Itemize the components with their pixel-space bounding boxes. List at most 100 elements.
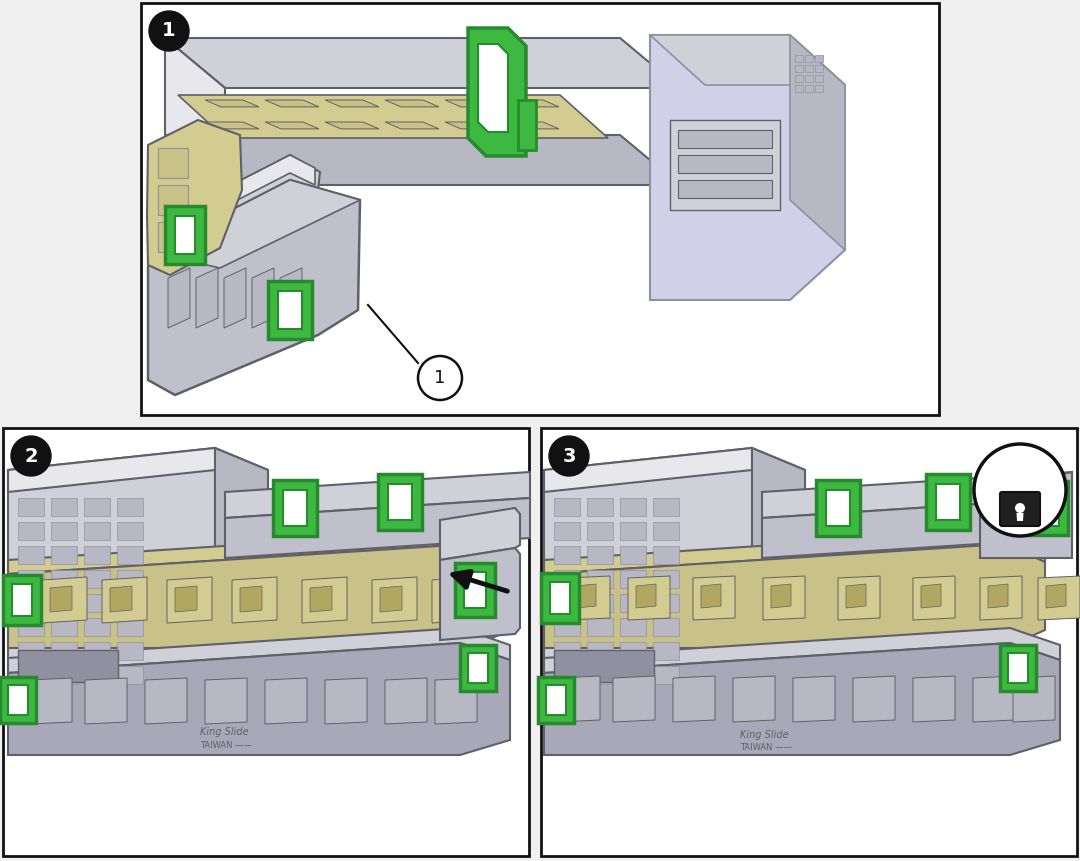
Bar	[620, 618, 646, 636]
Polygon shape	[224, 268, 246, 328]
Circle shape	[11, 436, 51, 476]
Polygon shape	[636, 584, 656, 608]
Polygon shape	[926, 474, 970, 530]
Polygon shape	[1037, 490, 1059, 526]
Polygon shape	[980, 472, 1072, 558]
FancyBboxPatch shape	[1000, 492, 1040, 526]
Bar	[51, 546, 77, 564]
Polygon shape	[464, 572, 486, 608]
Polygon shape	[693, 576, 735, 620]
Polygon shape	[178, 95, 608, 138]
Text: King Slide: King Slide	[740, 730, 788, 740]
Polygon shape	[816, 480, 860, 536]
Bar	[620, 546, 646, 564]
Polygon shape	[460, 645, 496, 691]
Bar	[805, 55, 813, 62]
Polygon shape	[268, 281, 312, 339]
Bar	[653, 546, 679, 564]
Circle shape	[418, 356, 462, 400]
Bar	[51, 642, 77, 660]
Bar	[18, 546, 44, 564]
Polygon shape	[147, 120, 242, 275]
Polygon shape	[0, 677, 36, 723]
Bar	[588, 666, 613, 684]
Bar	[795, 85, 804, 92]
Polygon shape	[273, 480, 318, 536]
Polygon shape	[8, 530, 510, 574]
Bar	[117, 546, 143, 564]
Polygon shape	[145, 678, 187, 724]
Polygon shape	[384, 122, 438, 129]
Bar	[84, 498, 110, 516]
Polygon shape	[165, 206, 205, 264]
Bar	[117, 618, 143, 636]
Polygon shape	[265, 678, 307, 724]
Polygon shape	[576, 584, 596, 608]
Bar	[588, 618, 613, 636]
Bar	[678, 155, 772, 173]
Polygon shape	[1016, 513, 1024, 521]
Bar	[554, 570, 580, 588]
Bar	[117, 666, 143, 684]
Polygon shape	[325, 678, 367, 724]
Bar	[18, 498, 44, 516]
Polygon shape	[310, 586, 332, 612]
Text: 2: 2	[24, 447, 38, 466]
Polygon shape	[973, 676, 1015, 722]
Polygon shape	[988, 584, 1008, 608]
Polygon shape	[771, 584, 791, 608]
Polygon shape	[148, 155, 315, 246]
Polygon shape	[225, 472, 530, 518]
Bar	[678, 130, 772, 148]
Bar	[541, 428, 1077, 856]
Circle shape	[1015, 503, 1025, 513]
Bar	[117, 570, 143, 588]
Bar	[588, 642, 613, 660]
Bar	[18, 642, 44, 660]
Bar	[653, 570, 679, 588]
Bar	[554, 642, 580, 660]
Polygon shape	[325, 100, 379, 107]
Polygon shape	[913, 676, 955, 722]
Bar	[554, 498, 580, 516]
Bar	[653, 642, 679, 660]
Polygon shape	[205, 100, 259, 107]
Polygon shape	[278, 291, 302, 329]
Polygon shape	[158, 222, 188, 252]
Polygon shape	[440, 586, 462, 612]
Polygon shape	[752, 448, 805, 688]
Polygon shape	[468, 28, 526, 156]
Bar	[588, 522, 613, 540]
Polygon shape	[544, 448, 772, 695]
Polygon shape	[225, 498, 530, 558]
Bar	[84, 666, 110, 684]
Polygon shape	[232, 577, 276, 623]
Polygon shape	[838, 576, 880, 620]
Polygon shape	[1028, 481, 1068, 535]
Bar	[84, 522, 110, 540]
Text: 1: 1	[434, 369, 446, 387]
Text: TAIWAN ——: TAIWAN ——	[740, 743, 792, 752]
Polygon shape	[445, 122, 499, 129]
Polygon shape	[789, 35, 845, 250]
Bar	[620, 594, 646, 612]
Text: 1: 1	[162, 22, 176, 40]
Polygon shape	[544, 448, 805, 492]
Polygon shape	[550, 582, 570, 614]
Polygon shape	[150, 180, 360, 268]
Polygon shape	[148, 155, 320, 280]
Text: 3: 3	[563, 447, 576, 466]
Bar	[805, 85, 813, 92]
Bar	[3, 428, 529, 856]
Polygon shape	[8, 685, 28, 715]
Polygon shape	[826, 490, 850, 526]
Polygon shape	[558, 676, 600, 722]
Polygon shape	[8, 628, 510, 673]
Polygon shape	[853, 676, 895, 722]
Polygon shape	[8, 448, 235, 695]
Polygon shape	[175, 586, 197, 612]
Polygon shape	[544, 643, 1059, 755]
Circle shape	[149, 11, 189, 51]
Polygon shape	[793, 676, 835, 722]
Polygon shape	[762, 472, 1072, 518]
